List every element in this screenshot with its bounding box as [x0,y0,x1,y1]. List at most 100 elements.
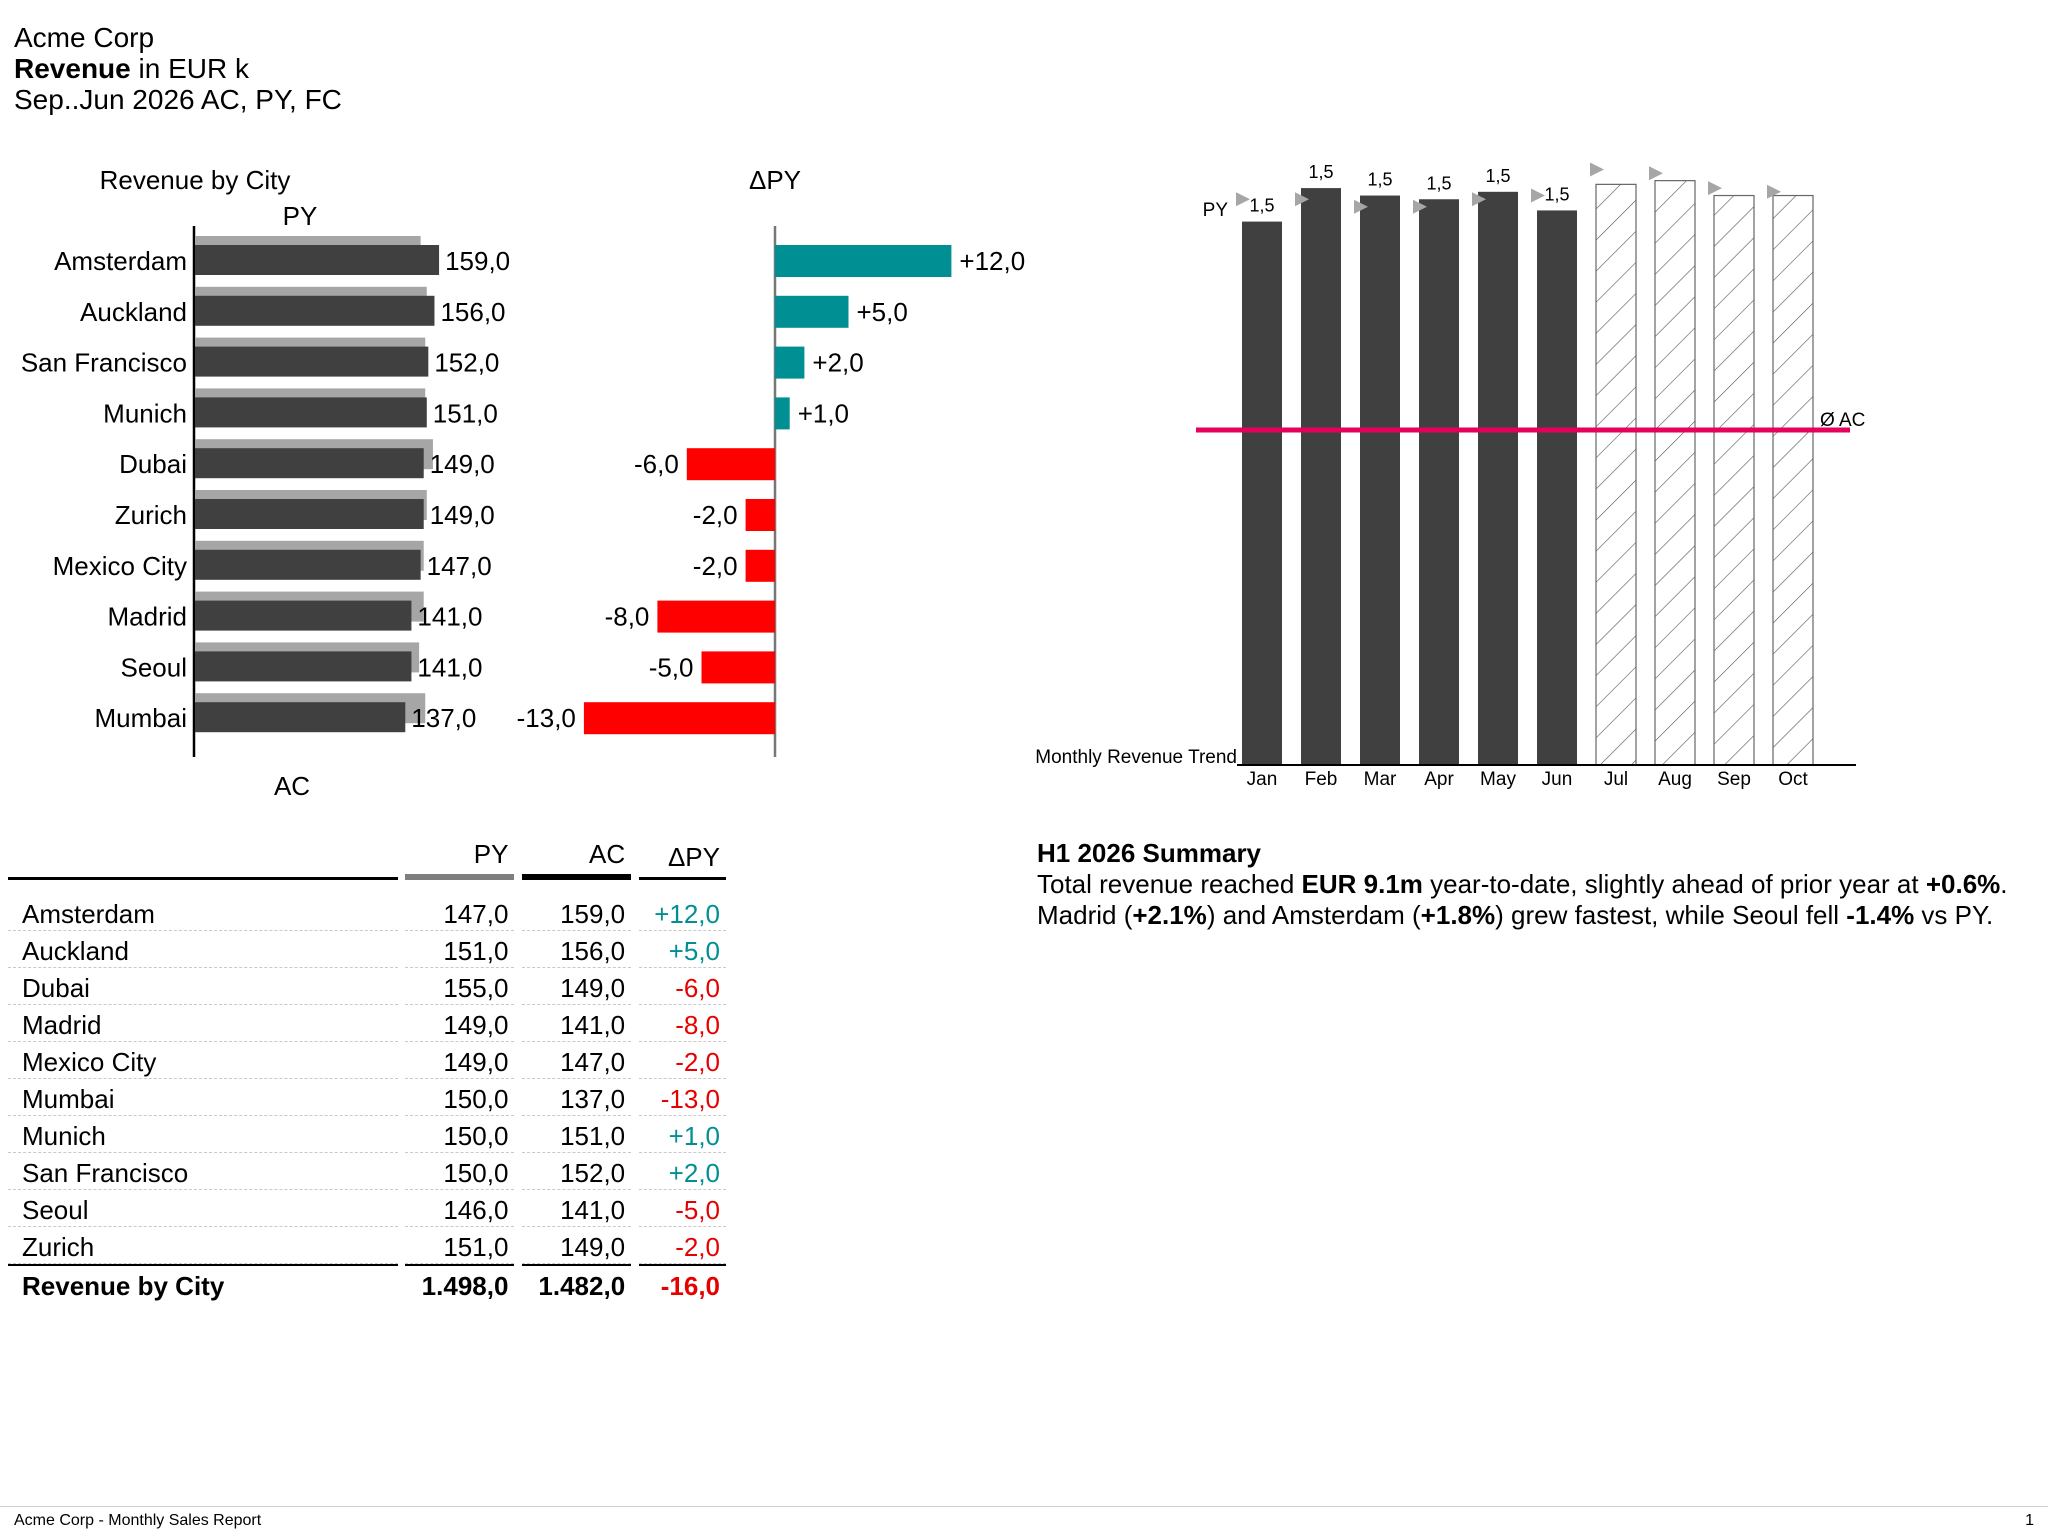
table-spacer [514,1005,522,1042]
trend-py-label: PY [1203,200,1229,221]
trend-value-label: 1,5 [1249,196,1274,216]
table-spacer [398,1264,406,1302]
city-ac-bar [195,499,424,529]
table-city-cell: San Francisco [8,1153,398,1190]
delta-bar [657,600,775,633]
summary-text: . [2000,869,2008,899]
table-spacer [631,1190,639,1227]
table-spacer [398,1042,406,1079]
city-category-label: Auckland [80,297,187,327]
table-spacer [631,1116,639,1153]
delta-value-label: -8,0 [605,602,650,632]
table-py-cell: 1.498,0 [405,1264,515,1302]
table-spacer [514,968,522,1005]
trend-ac-bar [1360,195,1400,765]
city-value-label: 147,0 [427,551,492,581]
table-header-blank [8,826,398,880]
city-ac-bar [195,295,435,326]
table-ac-cell: 151,0 [522,1116,632,1153]
table-city-cell: Mumbai [8,1079,398,1116]
trend-fc-bar [1772,194,1814,766]
table-delta-cell: -2,0 [638,1042,726,1079]
delta-bar [583,702,775,735]
summary-text: year-to-date, slightly ahead of prior ye… [1422,869,1926,899]
table-delta-cell: -5,0 [638,1190,726,1227]
trend-chart-bars: Jan 1,5 Feb 1,5 Mar 1,5 Apr 1,5 May 1,5 Jun 1,5 Jul A… [1236,162,1814,790]
city-value-label: 151,0 [433,398,498,428]
trend-py-marker [1590,162,1604,177]
measure-name: Revenue [14,53,131,84]
trend-py-marker [1531,188,1545,203]
table-header-delta: ΔPY [638,826,726,880]
table-delta-cell: -13,0 [638,1079,726,1116]
table-ac-cell: 159,0 [522,880,632,931]
trend-fc-bar [1654,180,1696,766]
city-value-label: 159,0 [445,246,510,276]
city-value-label: 152,0 [434,348,499,378]
table-py-cell: 151,0 [405,1227,515,1264]
trend-fc-bar [1595,183,1637,766]
table-spacer [631,880,639,931]
table-spacer [631,1227,639,1264]
delta-bar [686,448,775,481]
trend-month-label: May [1480,769,1516,790]
table-delta-cell: +5,0 [638,931,726,968]
city-category-label: Madrid [108,602,187,632]
trend-ac-bar [1301,188,1341,766]
table-row: Dubai 155,0 149,0 -6,0 [8,968,726,1005]
table-spacer [398,1005,406,1042]
table-row: Mumbai 150,0 137,0 -13,0 [8,1079,726,1116]
table-row: Zurich 151,0 149,0 -2,0 [8,1227,726,1264]
trend-month-label: Oct [1778,769,1808,790]
summary-highlight: -1.4% [1846,900,1915,930]
table-row: Seoul 146,0 141,0 -5,0 [8,1190,726,1227]
table-delta-cell: +2,0 [638,1153,726,1190]
table-ac-cell: 1.482,0 [522,1264,632,1302]
city-chart-py-legend: PY [283,201,318,231]
table-spacer [631,1042,639,1079]
table-ac-cell: 147,0 [522,1042,632,1079]
trend-value-label: 1,5 [1485,166,1510,186]
table-city-cell: Mexico City [8,1042,398,1079]
city-value-label: 156,0 [440,297,505,327]
table-ac-cell: 152,0 [522,1153,632,1190]
table-ac-cell: 137,0 [522,1079,632,1116]
table-spacer [514,1153,522,1190]
measure-unit: in EUR k [130,53,249,84]
city-ac-bar [195,702,406,733]
summary-line-1: Total revenue reached EUR 9.1m year-to-d… [1037,869,2027,900]
city-ac-bar [195,651,412,682]
summary-highlight: +0.6% [1925,869,2001,899]
trend-fc-bar [1713,194,1755,766]
trend-py-marker [1413,199,1427,214]
table-spacer [631,826,639,880]
table-delta-cell: -2,0 [638,1227,726,1264]
summary-text: ) grew fastest, while Seoul fell [1495,900,1847,930]
table-spacer [514,931,522,968]
trend-ac-bar [1242,221,1282,765]
trend-py-marker [1767,184,1781,199]
table-py-cell: 155,0 [405,968,515,1005]
table-spacer [398,880,406,931]
table-spacer [398,1153,406,1190]
table-spacer [631,931,639,968]
table-total-row: Revenue by City 1.498,0 1.482,0 -16,0 [8,1264,726,1302]
delta-chart-bars: +12,0 +5,0 +2,0 +1,0 -6,0 -2,0 -2,0 -8,0 -5,0 -13… [517,245,1025,735]
table-row: Amsterdam 147,0 159,0 +12,0 [8,880,726,931]
table-city-cell: Auckland [8,931,398,968]
footer-divider [0,1506,2048,1507]
table-spacer [514,1116,522,1153]
table-ac-cell: 149,0 [522,968,632,1005]
city-ac-bar [195,397,427,428]
table-ac-cell: 141,0 [522,1190,632,1227]
summary-box: H1 2026 Summary Total revenue reached EU… [1037,838,2027,931]
trend-ac-bar [1419,199,1459,766]
trend-py-marker [1236,192,1250,207]
trend-py-marker [1472,192,1486,207]
table-ac-cell: 149,0 [522,1227,632,1264]
city-category-label: Munich [103,398,187,428]
company-name: Acme Corp [14,22,155,53]
city-ac-bar [195,245,440,275]
table-spacer [514,1079,522,1116]
delta-chart-title: ΔPY [749,165,801,195]
